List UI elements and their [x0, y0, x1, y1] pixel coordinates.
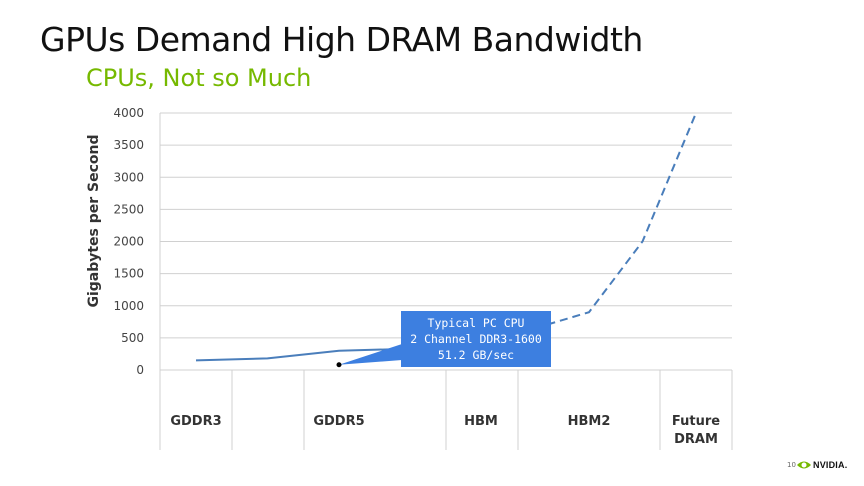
cpu-callout: Typical PC CPU 2 Channel DDR3-1600 51.2 …	[401, 311, 551, 367]
callout-line-1: Typical PC CPU	[427, 316, 525, 330]
x-category-label: GDDR5	[313, 414, 364, 429]
x-category-label: HBM2	[568, 414, 611, 429]
x-category-label: HBM	[464, 414, 498, 429]
callout-line-2: 2 Channel DDR3-1600	[410, 332, 542, 346]
slide-title: GPUs Demand High DRAM Bandwidth	[40, 20, 643, 59]
nvidia-logo: NVIDIA.	[796, 455, 848, 475]
logo-word: NVIDIA.	[813, 460, 848, 470]
callout-line-3: 51.2 GB/sec	[437, 348, 515, 362]
page-number: 10	[787, 461, 796, 469]
projected-bandwidth-line	[534, 112, 697, 330]
y-tick-label: 3500	[113, 138, 144, 152]
y-tick-label: 1500	[113, 267, 144, 281]
y-axis-title: Gigabytes per Second	[86, 134, 102, 307]
y-tick-label: 500	[121, 331, 144, 345]
cpu-marker	[336, 362, 342, 368]
y-tick-label: 2500	[113, 202, 144, 216]
y-tick-label: 1000	[113, 299, 144, 313]
x-category-label: Future	[672, 414, 720, 429]
y-tick-label: 2000	[113, 235, 144, 249]
slide-subtitle: CPUs, Not so Much	[86, 64, 312, 92]
y-tick-label: 3000	[113, 170, 144, 184]
y-tick-label: 0	[136, 363, 144, 377]
nvidia-eye-icon	[797, 461, 811, 469]
x-category-label: GDDR3	[170, 414, 221, 429]
y-tick-label: 4000	[113, 106, 144, 120]
callout-pointer	[339, 344, 402, 365]
x-category-label: DRAM	[674, 432, 718, 447]
